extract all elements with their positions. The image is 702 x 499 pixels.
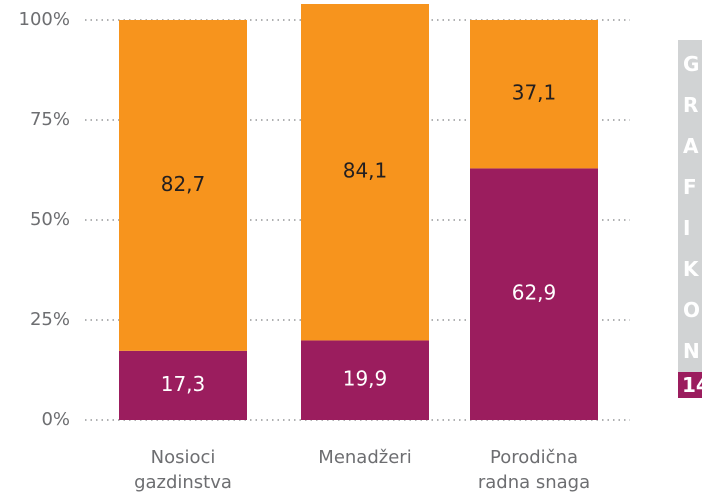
data-label: 84,1 <box>343 159 388 183</box>
data-label: 82,7 <box>161 172 206 196</box>
side-number: 14 <box>678 372 702 398</box>
y-tick-label: 100% <box>19 9 70 30</box>
bar-segment <box>301 340 429 420</box>
bar-segment <box>301 4 429 341</box>
x-tick-label: Nosioci gazdinstva <box>134 447 232 493</box>
y-tick-label: 50% <box>30 209 70 230</box>
side-panel <box>678 40 702 372</box>
data-label: 17,3 <box>161 372 206 396</box>
x-tick-label: Porodična radna snaga <box>477 447 591 493</box>
data-label: 62,9 <box>512 281 557 305</box>
bar-segment <box>119 350 247 420</box>
data-label: 19,9 <box>343 367 388 391</box>
data-label: 37,1 <box>512 81 557 105</box>
y-tick-label: 25% <box>30 309 70 330</box>
x-tick-label: Menadžeri <box>318 447 412 468</box>
bar-segment <box>470 20 598 169</box>
bar-segment <box>470 168 598 420</box>
bar-segment <box>119 20 247 351</box>
side-label: GRAFIKON <box>683 52 701 363</box>
y-tick-label: 75% <box>30 109 70 130</box>
y-tick-label: 0% <box>41 409 70 430</box>
